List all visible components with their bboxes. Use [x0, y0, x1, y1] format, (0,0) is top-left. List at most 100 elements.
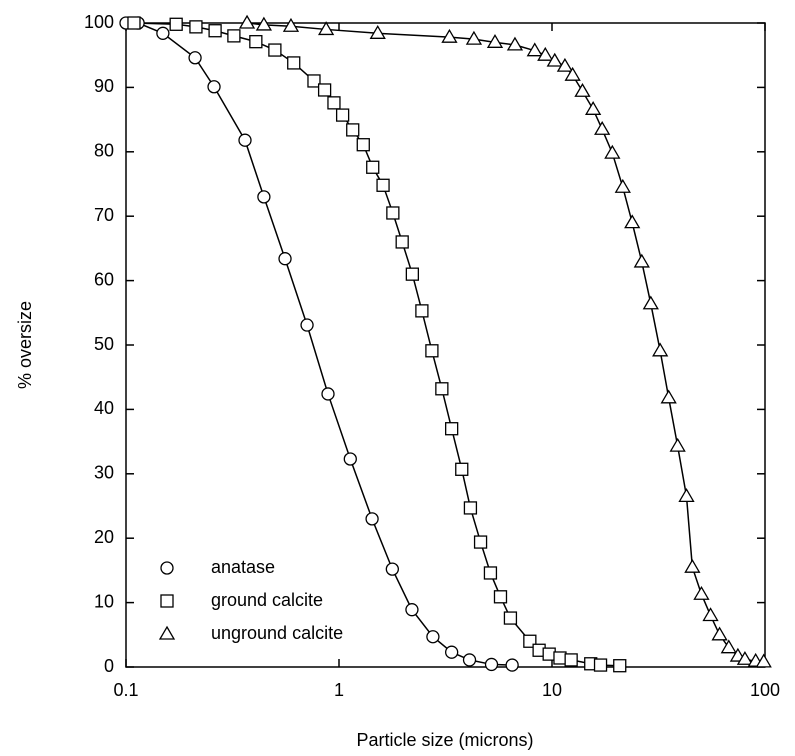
marker [604, 144, 621, 159]
x-tick-label: 100 [750, 680, 780, 700]
x-tick-label: 10 [542, 680, 562, 700]
marker [546, 52, 563, 67]
marker [317, 21, 335, 36]
legend-marker [160, 561, 174, 575]
marker [465, 30, 483, 45]
marker [486, 34, 504, 48]
marker [505, 658, 519, 672]
marker [188, 51, 202, 65]
legend-marker [160, 594, 174, 608]
marker [564, 66, 581, 81]
series-line [133, 22, 620, 667]
marker [386, 206, 400, 220]
y-axis-title: % oversize [15, 301, 35, 389]
marker [441, 28, 458, 43]
marker [614, 178, 631, 193]
marker [255, 16, 273, 31]
y-tick-label: 0 [104, 656, 114, 676]
marker [156, 26, 170, 40]
marker [736, 650, 754, 665]
marker [669, 437, 686, 452]
marker [445, 645, 459, 659]
marker [613, 659, 627, 673]
y-tick-label: 70 [94, 205, 114, 225]
marker [249, 35, 263, 49]
marker [702, 607, 719, 622]
marker [660, 389, 677, 404]
marker [526, 42, 543, 57]
y-tick-label: 90 [94, 76, 114, 96]
marker [425, 344, 439, 358]
marker [684, 558, 701, 573]
marker [300, 318, 314, 332]
marker [426, 630, 440, 644]
series-line [246, 22, 764, 663]
marker [463, 501, 478, 515]
marker [405, 267, 420, 281]
marker [503, 611, 518, 625]
marker [356, 138, 370, 152]
y-tick-label: 20 [94, 527, 114, 547]
marker [343, 452, 357, 466]
marker [445, 422, 459, 436]
marker [278, 252, 292, 266]
marker [462, 653, 477, 667]
legend-marker [158, 625, 176, 640]
marker [317, 83, 332, 97]
marker [594, 120, 611, 135]
marker [483, 566, 498, 580]
marker [564, 653, 578, 667]
legend-label: anatase [211, 557, 275, 577]
marker [585, 101, 602, 115]
marker [395, 235, 409, 249]
y-tick-label: 50 [94, 334, 114, 354]
y-tick-label: 10 [94, 591, 114, 611]
marker [335, 108, 350, 122]
marker [455, 462, 469, 476]
marker [415, 304, 429, 318]
marker [553, 651, 567, 665]
marker [720, 639, 737, 654]
marker [346, 123, 360, 137]
marker [574, 82, 591, 97]
marker [238, 14, 256, 29]
marker [435, 382, 449, 396]
marker [127, 16, 141, 30]
marker [207, 80, 221, 94]
y-tick-label: 80 [94, 141, 114, 161]
marker [327, 96, 341, 110]
marker [366, 160, 380, 174]
marker [169, 17, 183, 31]
marker [238, 133, 252, 147]
marker [369, 25, 386, 39]
marker [189, 20, 203, 34]
y-tick-label: 40 [94, 398, 114, 418]
legend-label: ground calcite [211, 590, 323, 610]
marker [506, 36, 524, 51]
marker [484, 657, 499, 672]
y-tick-label: 60 [94, 269, 114, 289]
legend-label: unground calcite [211, 623, 343, 643]
series-line [126, 22, 513, 666]
marker [642, 295, 659, 310]
y-tick-label: 30 [94, 463, 114, 483]
marker [593, 658, 608, 672]
marker [282, 17, 300, 32]
marker [268, 43, 282, 57]
marker [556, 57, 574, 72]
marker [624, 214, 641, 229]
marker [755, 653, 772, 668]
x-axis-title: Particle size (microns) [356, 730, 533, 750]
marker [385, 562, 399, 576]
marker [287, 56, 301, 70]
marker [473, 535, 488, 549]
marker [376, 178, 390, 192]
marker [537, 46, 554, 61]
marker [693, 585, 710, 600]
marker [208, 24, 222, 38]
marker [678, 488, 695, 502]
marker [711, 626, 728, 641]
x-tick-label: 0.1 [113, 680, 138, 700]
